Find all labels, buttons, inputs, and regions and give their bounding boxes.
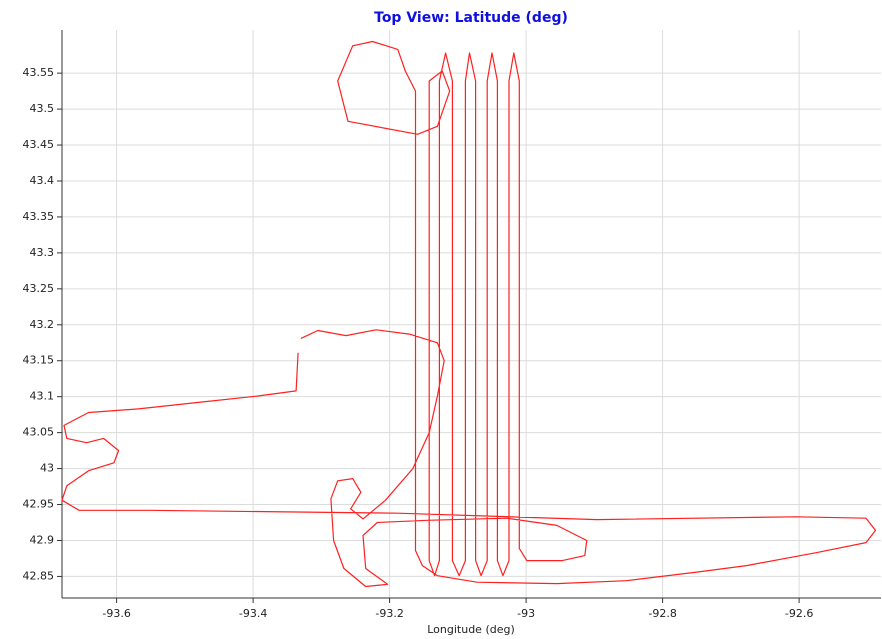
y-tick-label: 43.1: [30, 390, 55, 403]
y-tick-label: 43.25: [23, 282, 55, 295]
y-tick-label: 42.9: [30, 533, 55, 546]
y-tick-label: 43.45: [23, 138, 55, 151]
y-tick-label: 43.2: [30, 318, 55, 331]
x-tick-label: -93.4: [239, 607, 267, 620]
chart-title: Top View: Latitude (deg): [374, 10, 568, 26]
y-tick-label: 43.5: [30, 102, 55, 115]
y-tick-label: 42.85: [23, 569, 55, 582]
y-tick-label: 43.3: [30, 246, 55, 259]
x-axis-label: Longitude (deg): [427, 623, 515, 636]
x-tick-label: -92.6: [785, 607, 813, 620]
x-tick-label: -92.8: [648, 607, 676, 620]
y-tick-label: 43.15: [23, 354, 55, 367]
y-tick-label: 43.05: [23, 426, 55, 439]
y-tick-label: 43.35: [23, 210, 55, 223]
track-line: [61, 40, 877, 588]
x-tick-label: -93.6: [102, 607, 130, 620]
y-tick-label: 43: [40, 462, 54, 475]
y-tick-label: 42.95: [23, 498, 55, 511]
y-tick-label: 43.4: [30, 174, 55, 187]
x-tick-label: -93.2: [375, 607, 403, 620]
y-tick-label: 43.55: [23, 66, 55, 79]
x-tick-label: -93: [517, 607, 535, 620]
